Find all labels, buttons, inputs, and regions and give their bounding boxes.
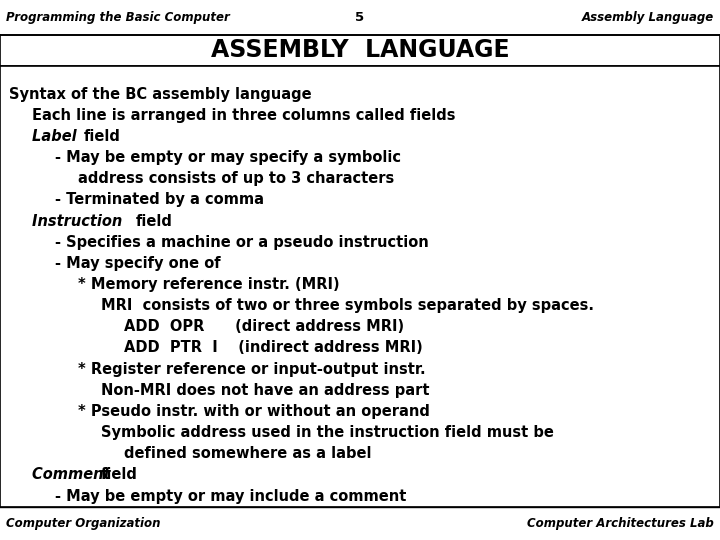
Text: - Specifies a machine or a pseudo instruction: - Specifies a machine or a pseudo instru…: [55, 235, 428, 249]
Text: - May be empty or may include a comment: - May be empty or may include a comment: [55, 489, 406, 503]
Text: MRI  consists of two or three symbols separated by spaces.: MRI consists of two or three symbols sep…: [101, 298, 594, 313]
Text: ADD  PTR  I    (indirect address MRI): ADD PTR I (indirect address MRI): [124, 341, 423, 355]
Text: Comment: Comment: [32, 468, 115, 482]
Text: * Memory reference instr. (MRI): * Memory reference instr. (MRI): [78, 277, 339, 292]
Text: field: field: [84, 129, 121, 144]
Text: Programming the Basic Computer: Programming the Basic Computer: [6, 11, 230, 24]
Text: address consists of up to 3 characters: address consists of up to 3 characters: [78, 171, 394, 186]
Text: ASSEMBLY  LANGUAGE: ASSEMBLY LANGUAGE: [211, 38, 509, 63]
Text: * Pseudo instr. with or without an operand: * Pseudo instr. with or without an opera…: [78, 404, 430, 419]
Text: Computer Organization: Computer Organization: [6, 517, 161, 530]
Text: * Register reference or input-output instr.: * Register reference or input-output ins…: [78, 362, 426, 376]
Text: Computer Architectures Lab: Computer Architectures Lab: [528, 517, 714, 530]
Text: defined somewhere as a label: defined somewhere as a label: [124, 446, 372, 461]
Text: Symbolic address used in the instruction field must be: Symbolic address used in the instruction…: [101, 425, 554, 440]
Text: field: field: [102, 468, 138, 482]
Text: - May specify one of: - May specify one of: [55, 256, 220, 271]
Text: Each line is arranged in three columns called fields: Each line is arranged in three columns c…: [32, 108, 455, 123]
Text: Instruction: Instruction: [32, 214, 127, 228]
Text: Assembly Language: Assembly Language: [582, 11, 714, 24]
Text: 5: 5: [356, 11, 364, 24]
Text: Syntax of the BC assembly language: Syntax of the BC assembly language: [9, 87, 311, 102]
Text: Label: Label: [32, 129, 81, 144]
Text: field: field: [136, 214, 173, 228]
Text: ADD  OPR      (direct address MRI): ADD OPR (direct address MRI): [124, 319, 404, 334]
Text: - May be empty or may specify a symbolic: - May be empty or may specify a symbolic: [55, 150, 401, 165]
Text: - Terminated by a comma: - Terminated by a comma: [55, 192, 264, 207]
Text: Non-MRI does not have an address part: Non-MRI does not have an address part: [101, 383, 429, 398]
